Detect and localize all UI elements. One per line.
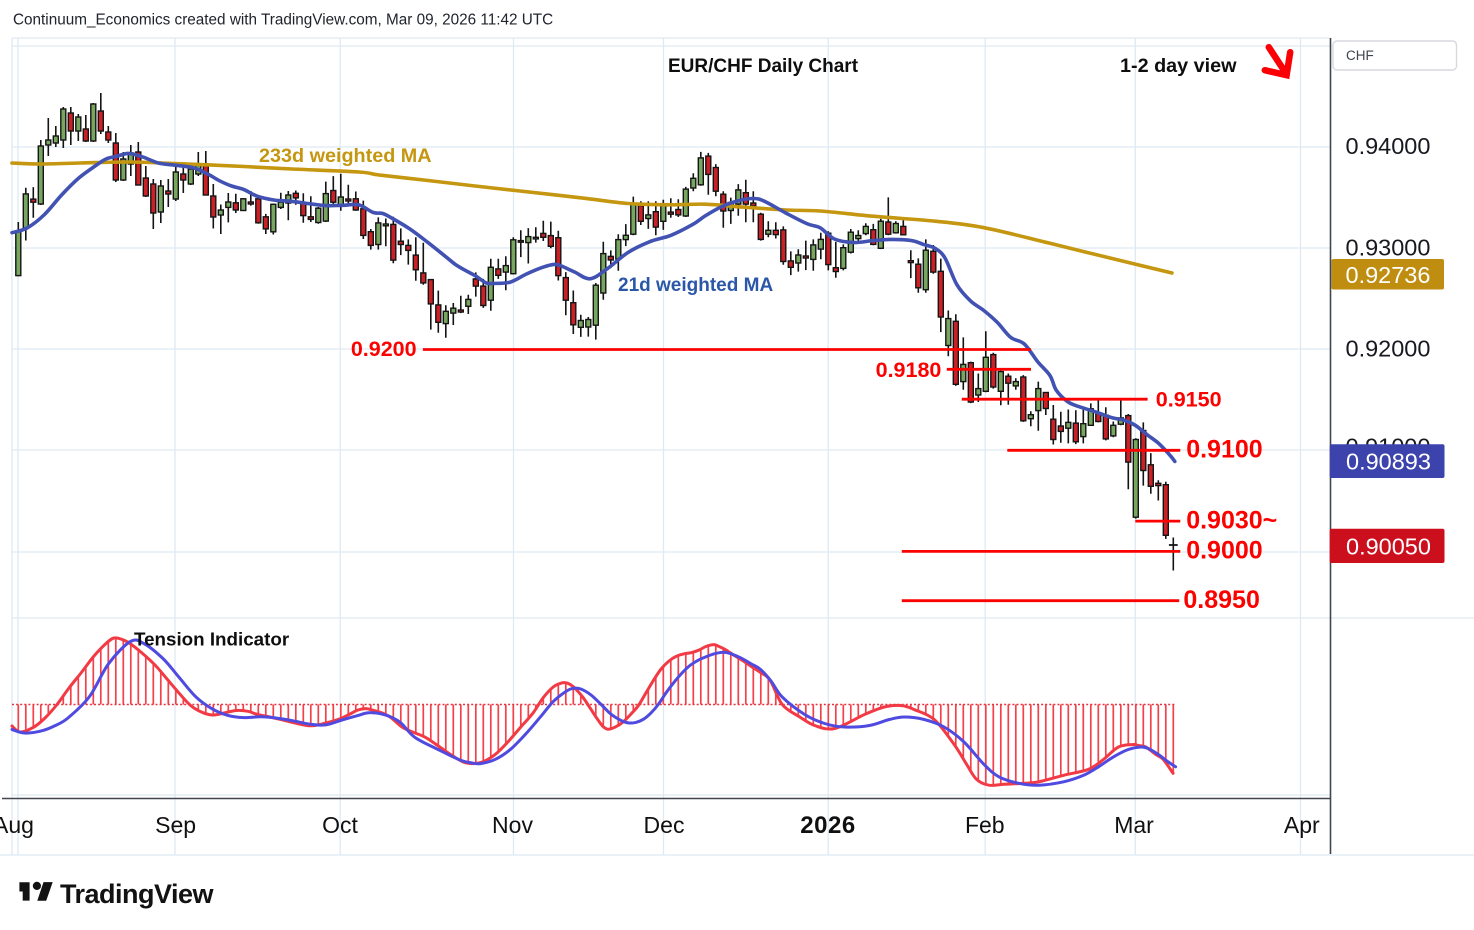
svg-text:Sep: Sep [155, 812, 196, 838]
svg-text:0.90050: 0.90050 [1346, 534, 1431, 560]
svg-text:Nov: Nov [492, 812, 533, 838]
svg-text:2026: 2026 [800, 812, 855, 839]
svg-text:Continuum_Economics created wi: Continuum_Economics created with Trading… [13, 12, 553, 29]
svg-text:0.92000: 0.92000 [1346, 336, 1431, 362]
svg-text:0.9180: 0.9180 [876, 358, 942, 382]
svg-text:TradingView: TradingView [60, 879, 215, 909]
svg-text:0.92736: 0.92736 [1346, 262, 1431, 288]
svg-text:21d weighted MA: 21d weighted MA [618, 275, 773, 296]
svg-text:0.90893: 0.90893 [1346, 449, 1431, 475]
svg-text:1-2 day view: 1-2 day view [1120, 55, 1237, 77]
svg-text:Apr: Apr [1284, 812, 1320, 838]
svg-text:Aug: Aug [0, 812, 34, 838]
svg-text:EUR/CHF Daily Chart: EUR/CHF Daily Chart [668, 56, 859, 77]
svg-text:Oct: Oct [322, 812, 358, 838]
svg-text:0.9200: 0.9200 [351, 337, 417, 361]
svg-text:0.94000: 0.94000 [1346, 133, 1431, 159]
svg-text:Feb: Feb [965, 812, 1005, 838]
svg-text:0.93000: 0.93000 [1346, 235, 1431, 261]
svg-text:0.9150: 0.9150 [1156, 388, 1222, 412]
svg-text:Tension Indicator: Tension Indicator [134, 629, 290, 650]
svg-text:CHF: CHF [1346, 48, 1374, 63]
svg-text:0.9100: 0.9100 [1186, 436, 1262, 464]
svg-text:233d weighted MA: 233d weighted MA [259, 145, 432, 167]
svg-text:Mar: Mar [1114, 812, 1154, 838]
svg-text:Dec: Dec [644, 812, 685, 838]
svg-text:0.9000: 0.9000 [1186, 537, 1262, 565]
svg-text:0.8950: 0.8950 [1183, 586, 1259, 614]
svg-text:0.9030~: 0.9030~ [1186, 507, 1277, 535]
